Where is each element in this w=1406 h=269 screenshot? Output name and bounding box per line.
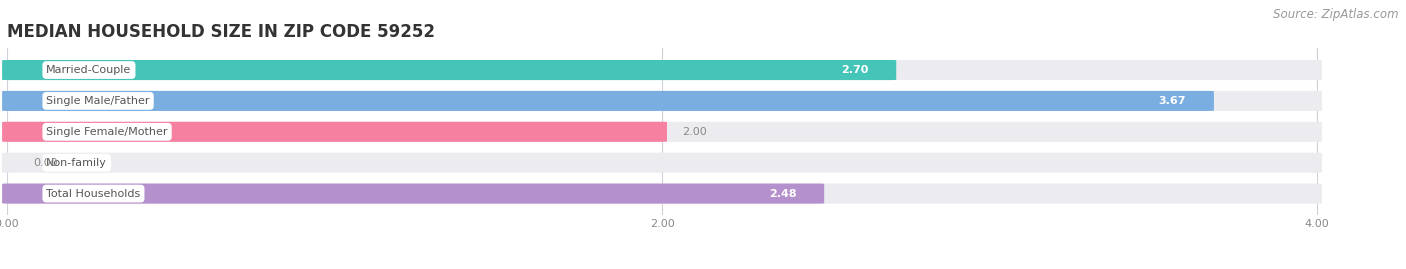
FancyBboxPatch shape (3, 153, 1322, 173)
Text: 3.67: 3.67 (1159, 96, 1187, 106)
Text: Non-family: Non-family (46, 158, 107, 168)
Text: 0.00: 0.00 (34, 158, 58, 168)
Text: Single Male/Father: Single Male/Father (46, 96, 150, 106)
Text: Married-Couple: Married-Couple (46, 65, 132, 75)
FancyBboxPatch shape (3, 122, 1322, 142)
FancyBboxPatch shape (3, 183, 1322, 204)
FancyBboxPatch shape (3, 91, 1213, 111)
FancyBboxPatch shape (3, 91, 1322, 111)
FancyBboxPatch shape (3, 122, 666, 142)
Text: Total Households: Total Households (46, 189, 141, 199)
FancyBboxPatch shape (3, 60, 1322, 80)
Text: 2.00: 2.00 (682, 127, 706, 137)
Text: 2.48: 2.48 (769, 189, 796, 199)
Text: Single Female/Mother: Single Female/Mother (46, 127, 167, 137)
Text: 2.70: 2.70 (841, 65, 869, 75)
Text: Source: ZipAtlas.com: Source: ZipAtlas.com (1274, 8, 1399, 21)
FancyBboxPatch shape (3, 60, 896, 80)
FancyBboxPatch shape (3, 183, 824, 204)
Text: MEDIAN HOUSEHOLD SIZE IN ZIP CODE 59252: MEDIAN HOUSEHOLD SIZE IN ZIP CODE 59252 (7, 23, 434, 41)
